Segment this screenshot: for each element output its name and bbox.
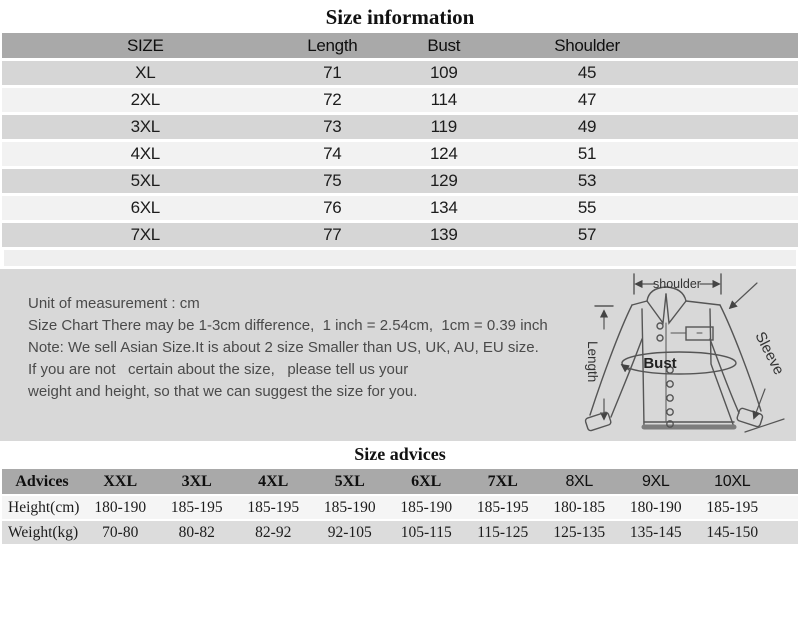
size-cell: 124 xyxy=(430,144,458,163)
size-cell: 73 xyxy=(323,117,342,136)
size-cell: 76 xyxy=(323,198,342,217)
advices-row-label: Weight(kg) xyxy=(8,523,79,541)
note-line: If you are not certain about the size, p… xyxy=(28,361,409,378)
advices-table-row: Weight(kg) 70-80 80-82 82-92 92-105 105-115 11… xyxy=(2,521,798,544)
advices-header-cell: 4XL xyxy=(258,472,289,490)
size-header-cell: Bust xyxy=(427,35,461,55)
size-cell: 4XL xyxy=(130,144,161,163)
size-cell: 74 xyxy=(323,144,342,163)
note-line: Size Chart There may be 1-3cm difference… xyxy=(28,317,548,334)
advices-cell: 180-185 xyxy=(553,498,606,516)
size-cell: 114 xyxy=(430,90,458,109)
advices-header-cell: 7XL xyxy=(487,472,518,490)
note-line: Unit of measurement : cm xyxy=(28,295,200,312)
size-cell: 109 xyxy=(430,63,458,82)
size-cell: 134 xyxy=(430,198,458,217)
shoulder-measure-label: shoulder xyxy=(653,277,701,291)
garment-measurement-diagram: shoulder Length Bust Sleeve xyxy=(584,273,787,433)
size-table-row: 6XL 76 134 55 xyxy=(2,196,798,220)
size-table-row: XL 71 109 45 xyxy=(2,61,798,85)
size-header-cell: Length xyxy=(307,35,358,55)
advices-title: Size advices xyxy=(354,444,446,464)
advices-header-cell: 10XL xyxy=(714,472,751,490)
advices-cell: 185-190 xyxy=(400,498,453,516)
size-cell: 55 xyxy=(577,198,597,217)
size-advices-table: Advices XXL 3XL 4XL 5XL 6XL 7XL 8XL 9XL 10XL Heig… xyxy=(2,469,798,544)
advices-cell: 185-195 xyxy=(247,498,300,516)
advices-header-row: Advices XXL 3XL 4XL 5XL 6XL 7XL 8XL 9XL 10XL xyxy=(2,469,798,494)
size-cell: 6XL xyxy=(130,198,161,217)
measurement-notes: Unit of measurement : cm Size Chart There… xyxy=(28,293,548,403)
size-cell: 45 xyxy=(577,63,597,82)
advices-cell: 70-80 xyxy=(102,523,139,541)
size-cell: 53 xyxy=(577,171,597,190)
advices-cell: 125-135 xyxy=(553,523,606,541)
advices-cell: 135-145 xyxy=(629,523,682,541)
advices-header-cell: 6XL xyxy=(411,472,442,490)
advices-table-row: Height(cm) 180-190 185-195 185-195 185-190 18… xyxy=(2,496,798,519)
size-cell: 57 xyxy=(577,225,597,244)
advices-header-cell: 9XL xyxy=(641,472,670,490)
size-table-row: 2XL 72 114 47 xyxy=(2,88,798,112)
size-cell: XL xyxy=(135,63,156,82)
advices-cell: 185-190 xyxy=(323,498,376,516)
size-cell: 139 xyxy=(430,225,458,244)
size-cell: 7XL xyxy=(130,225,161,244)
note-line: Note: We sell Asian Size.It is about 2 s… xyxy=(28,339,539,356)
size-cell: 49 xyxy=(577,117,597,136)
advices-header-cell: 3XL xyxy=(181,472,212,490)
size-header-cell: SIZE xyxy=(126,35,164,55)
size-table-row: 7XL 77 139 57 xyxy=(2,223,798,247)
size-table-header-row: SIZE Length Bust Shoulder xyxy=(2,33,798,58)
note-line: weight and height, so that we can sugges… xyxy=(28,383,418,400)
advices-cell: 92-105 xyxy=(327,523,372,541)
advices-header-cell: 8XL xyxy=(565,472,594,490)
size-cell: 2XL xyxy=(130,90,161,109)
size-header-cell: Shoulder xyxy=(554,35,620,55)
bust-measure-label: Bust xyxy=(643,355,676,372)
notes-panel: Unit of measurement : cm Size Chart There… xyxy=(0,269,796,441)
size-cell: 129 xyxy=(430,171,458,190)
advices-cell: 115-125 xyxy=(477,523,529,541)
page-title: Size information xyxy=(325,5,475,29)
advices-header-cell: 5XL xyxy=(334,472,365,490)
advices-cell: 80-82 xyxy=(178,523,215,541)
advices-cell: 180-190 xyxy=(629,498,682,516)
size-cell: 5XL xyxy=(130,171,161,190)
size-cell: 71 xyxy=(323,63,342,82)
size-table-empty-row xyxy=(4,250,796,266)
advices-cell: 185-195 xyxy=(170,498,223,516)
advices-cell: 82-92 xyxy=(255,523,292,541)
size-table-row: 5XL 75 129 53 xyxy=(2,169,798,193)
advices-cell: 185-195 xyxy=(706,498,759,516)
size-cell: 3XL xyxy=(130,117,161,136)
size-table-row: 4XL 74 124 51 xyxy=(2,142,798,166)
size-cell: 77 xyxy=(323,225,342,244)
advices-row-label: Height(cm) xyxy=(8,498,80,516)
size-cell: 75 xyxy=(323,171,342,190)
advices-header-cell: XXL xyxy=(103,472,138,490)
advices-header-cell: Advices xyxy=(15,472,69,490)
size-cell: 47 xyxy=(577,90,597,109)
advices-cell: 145-150 xyxy=(706,523,759,541)
advices-cell: 185-195 xyxy=(476,498,529,516)
advices-table-body: Height(cm) 180-190 185-195 185-195 185-190 18… xyxy=(2,496,798,544)
sleeve-measure-label: Sleeve xyxy=(751,329,787,378)
advices-cell: 180-190 xyxy=(94,498,147,516)
size-table-row: 3XL 73 119 49 xyxy=(2,115,798,139)
size-cell: 119 xyxy=(430,117,458,136)
size-cell: 72 xyxy=(323,90,342,109)
length-measure-label: Length xyxy=(585,341,600,382)
advices-cell: 105-115 xyxy=(400,523,452,541)
size-table: SIZE Length Bust Shoulder XL 71 109 45 2XL 72 114… xyxy=(2,33,798,266)
size-cell: 51 xyxy=(577,144,597,163)
size-table-body: XL 71 109 45 2XL 72 114 47 3XL 73 119 49 4XL 74 124 51 5… xyxy=(2,61,798,247)
